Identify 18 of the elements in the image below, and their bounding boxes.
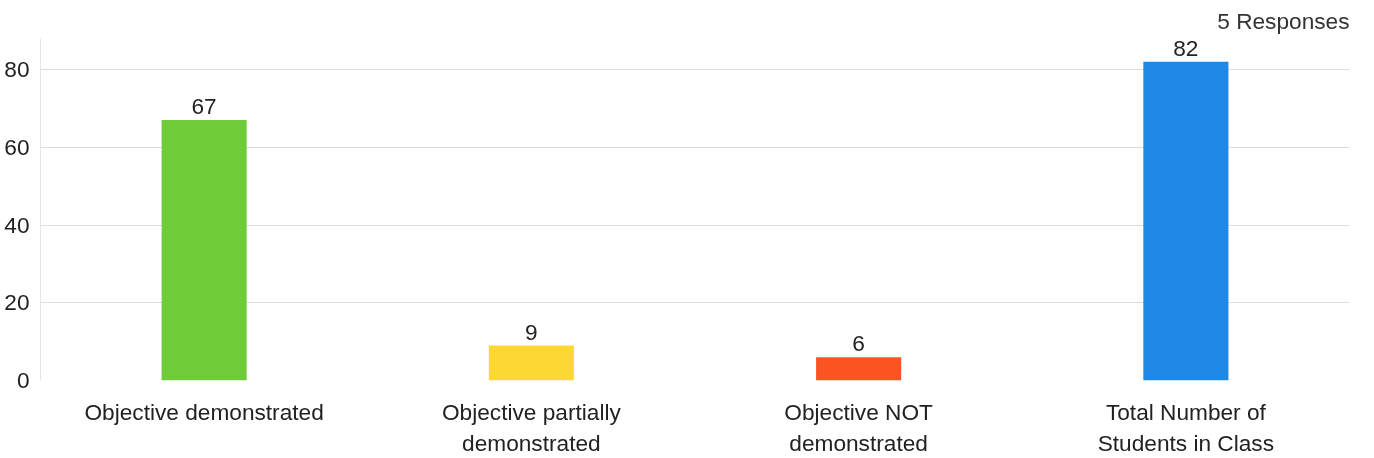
x-tick-label: Objective demonstrated (84, 398, 324, 425)
bar (161, 120, 247, 381)
data-label: 9 (525, 318, 538, 345)
bar (488, 345, 574, 381)
y-tick-label: 0 (16, 367, 30, 393)
y-tick-label: 40 (4, 211, 30, 238)
y-tick-label: 60 (4, 133, 30, 160)
bar (816, 357, 902, 381)
text: 5 Responses (1217, 7, 1350, 34)
data-label: 82 (1173, 34, 1199, 61)
y-tick-label: 80 (4, 56, 30, 83)
x-tick-label: Objective NOT demonstrated (784, 398, 934, 456)
y-tick-label: 20 (4, 289, 30, 316)
bar (1143, 61, 1229, 381)
x-tick-label: Total Number of Students in Class (1097, 398, 1275, 456)
x-tick-label: Objective partially demonstrated (441, 398, 622, 456)
data-label: 67 (191, 93, 217, 120)
data-label: 6 (852, 330, 865, 357)
